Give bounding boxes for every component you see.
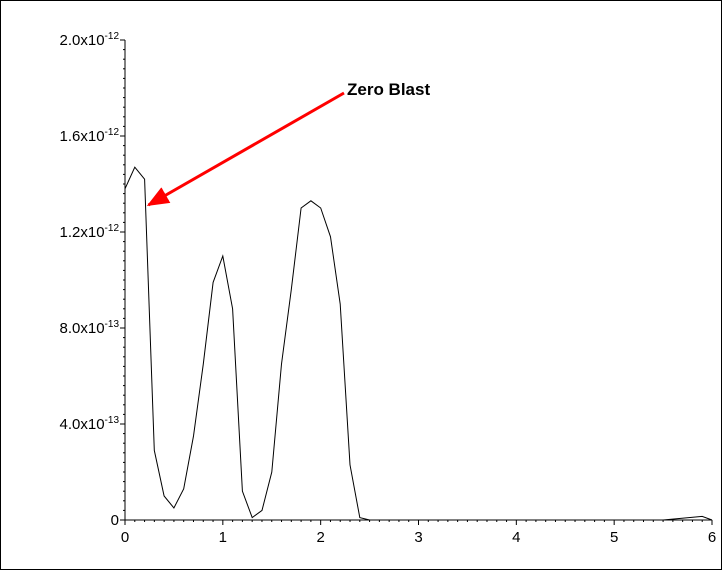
y-tick-label: 0 — [111, 512, 119, 529]
x-tick-label: 1 — [219, 529, 227, 546]
series-group — [124, 166, 713, 521]
y-tick-label: 4.0x10-13 — [60, 415, 120, 433]
x-tick-label: 3 — [414, 529, 422, 546]
annotation-arrow — [146, 91, 345, 207]
y-tick-label: 1.2x10-12 — [60, 223, 120, 241]
x-tick-label: 4 — [512, 529, 520, 546]
x-tick-label: 2 — [316, 529, 324, 546]
y-tick-label: 8.0x10-13 — [60, 319, 120, 337]
y-tick-label: 2.0x10-12 — [60, 31, 120, 49]
x-tick-label: 6 — [708, 529, 716, 546]
y-tick-label: 1.6x10-12 — [60, 127, 120, 145]
tick-labels: 0 4.0x10-13 8.0x10-13 1.2x10-12 1.6x10-12 2.0… — [60, 31, 717, 546]
axes — [124, 40, 712, 521]
axis-ticks — [120, 39, 713, 525]
x-tick-label: 0 — [121, 529, 129, 546]
series-line — [124, 166, 713, 521]
annotation-label: Zero Blast — [347, 80, 430, 99]
x-tick-label: 5 — [610, 529, 618, 546]
annotations: Zero Blast — [146, 80, 430, 207]
